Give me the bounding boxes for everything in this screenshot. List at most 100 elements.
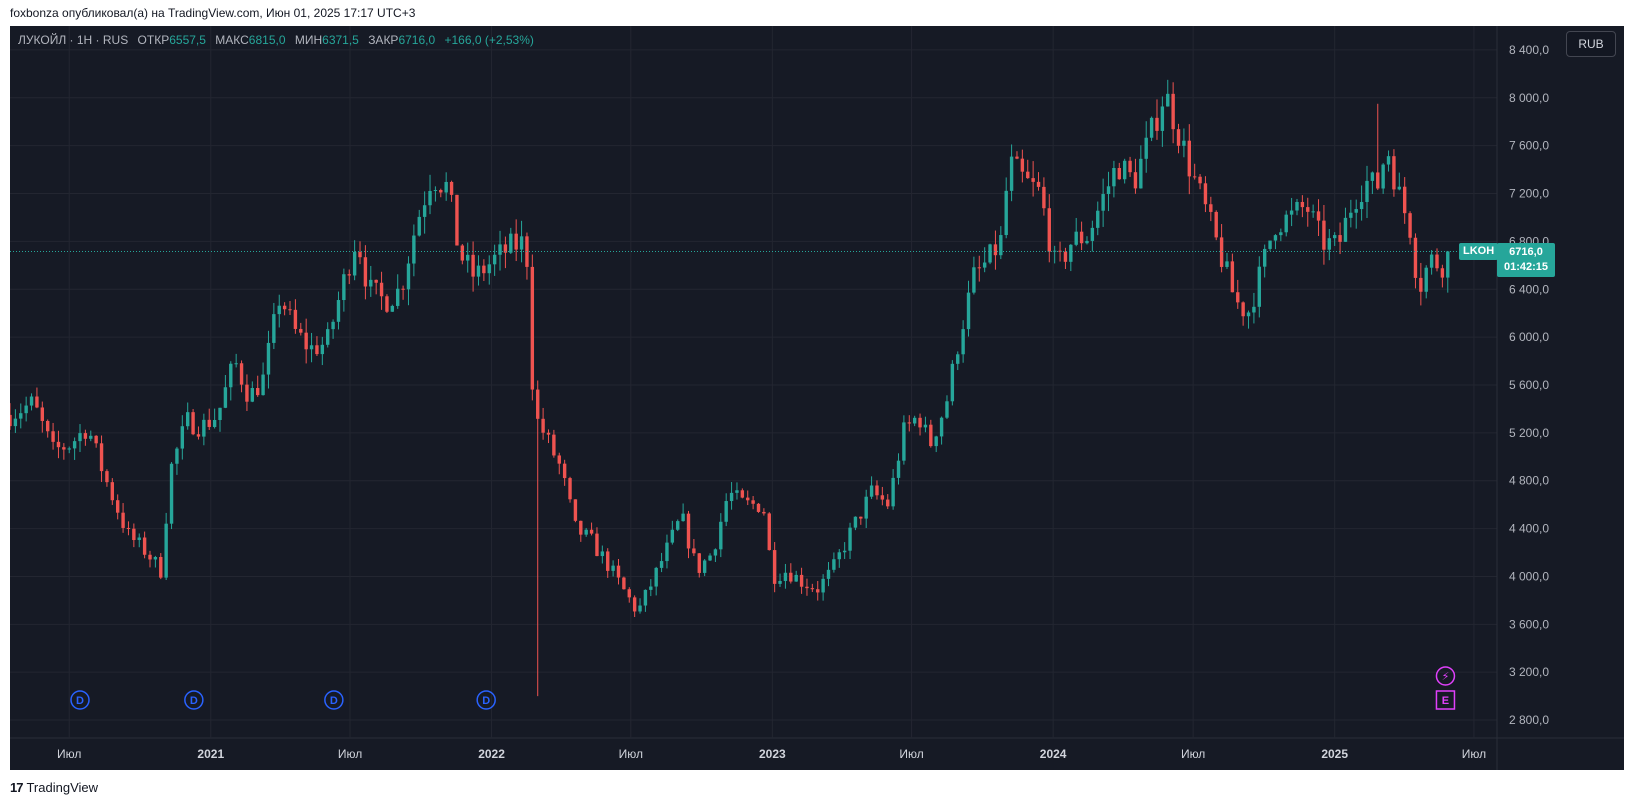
y-tick-label: 6 400,0 bbox=[1509, 282, 1549, 296]
candle-body-down bbox=[293, 309, 298, 329]
legend-close-label: ЗАКР bbox=[368, 33, 399, 47]
candle-body-down bbox=[62, 447, 66, 450]
candle-body-down bbox=[772, 550, 777, 584]
candle-body-down bbox=[1187, 140, 1191, 177]
candle-body-up bbox=[223, 387, 228, 408]
dividend-marker-label: D bbox=[482, 695, 490, 707]
symbol-price-tag: LKOH bbox=[1459, 243, 1499, 261]
candle-body-down bbox=[562, 463, 567, 479]
candle-body-down bbox=[697, 553, 701, 573]
candle-body-up bbox=[939, 417, 944, 437]
candle-body-down bbox=[105, 471, 109, 483]
candle-body-down bbox=[449, 181, 454, 195]
candle-body-down bbox=[45, 420, 50, 432]
candle-body-up bbox=[676, 521, 680, 530]
candle-body-up bbox=[783, 572, 788, 581]
candle-body-up bbox=[1096, 210, 1100, 228]
candle-body-down bbox=[1219, 237, 1224, 267]
candle-body-down bbox=[1015, 156, 1019, 159]
candle-body-down bbox=[767, 513, 771, 551]
candle-body-down bbox=[859, 516, 863, 519]
candle-body-up bbox=[1139, 158, 1143, 189]
candle-body-down bbox=[1020, 158, 1025, 172]
candle-body-up bbox=[702, 560, 707, 573]
candle-body-up bbox=[1289, 210, 1294, 215]
candle-body-up bbox=[912, 417, 917, 424]
candle-body-down bbox=[993, 244, 998, 256]
footer-brand-text: TradingView bbox=[26, 780, 99, 795]
candle-body-up bbox=[1257, 266, 1261, 307]
candle-body-up bbox=[794, 574, 798, 582]
candle-body-up bbox=[89, 435, 93, 439]
candle-body-up bbox=[444, 181, 448, 193]
candle-body-up bbox=[19, 413, 23, 419]
dividend-marker-icon bbox=[70, 690, 90, 710]
candle-body-up bbox=[1090, 227, 1095, 241]
candle-body-down bbox=[880, 495, 885, 500]
candle-body-down bbox=[503, 244, 508, 253]
footer-brand[interactable]: 17 TradingView bbox=[10, 780, 98, 795]
tradingview-logo-icon: 17 bbox=[10, 780, 24, 795]
candle-body-up bbox=[153, 556, 158, 560]
candle-body-down bbox=[557, 455, 561, 464]
published-caption: foxbonza опубликовал(а) на TradingView.c… bbox=[10, 6, 416, 20]
currency-button[interactable]: RUB bbox=[1566, 31, 1616, 57]
candle-body-down bbox=[439, 190, 443, 193]
candle-body-down bbox=[746, 497, 750, 501]
candle-body-down bbox=[1117, 167, 1121, 180]
legend-close-value: 6716,0 bbox=[398, 33, 436, 47]
candle-body-up bbox=[1160, 106, 1165, 131]
candle-body-up bbox=[659, 561, 664, 568]
x-tick-label: Июл bbox=[1462, 747, 1486, 761]
candle-body-up bbox=[735, 490, 739, 493]
split-marker-label: ⚡ bbox=[1442, 670, 1450, 683]
candle-body-up bbox=[422, 205, 427, 217]
legend-high-value: 6815,0 bbox=[248, 33, 286, 47]
candle-body-down bbox=[142, 537, 147, 555]
candle-body-down bbox=[875, 485, 879, 496]
candle-body-down bbox=[756, 503, 761, 512]
candle-body-up bbox=[72, 441, 77, 449]
candle-body-up bbox=[869, 485, 874, 497]
candle-body-down bbox=[482, 265, 486, 274]
candle-body-up bbox=[234, 363, 238, 365]
candle-body-up bbox=[24, 405, 28, 414]
candle-body-up bbox=[175, 448, 179, 464]
candle-body-down bbox=[740, 490, 745, 498]
candle-body-up bbox=[250, 388, 255, 402]
candle-body-down bbox=[751, 500, 755, 504]
earnings-marker-icon bbox=[1435, 690, 1456, 710]
candle-body-up bbox=[649, 586, 653, 590]
chart-pane[interactable]: 2 800,0 3 200,0 3 600,0 4 000,0 4 400,0 4 800… bbox=[10, 26, 1624, 770]
candle-body-down bbox=[1209, 204, 1213, 212]
candle-body-down bbox=[401, 288, 405, 290]
candle-body-up bbox=[1122, 160, 1127, 180]
x-tick-label: 2025 bbox=[1321, 747, 1348, 761]
candle-body-up bbox=[826, 569, 831, 579]
candle-body-down bbox=[256, 388, 260, 396]
candle-body-down bbox=[805, 586, 809, 589]
ohlc-legend: ЛУКОЙЛ · 1Н · RUS ОТКР6557,5 МАКС6815,0 … bbox=[18, 33, 534, 47]
candle-body-down bbox=[632, 597, 637, 612]
candle-body-up bbox=[390, 305, 395, 312]
candle-body-down bbox=[471, 254, 475, 277]
y-tick-label: 8 400,0 bbox=[1509, 43, 1549, 57]
candle-body-down bbox=[589, 529, 594, 534]
candlestick-chart[interactable]: 2 800,0 3 200,0 3 600,0 4 000,0 4 400,0 4 800… bbox=[10, 26, 1624, 770]
candle-body-up bbox=[261, 374, 265, 396]
candle-body-up bbox=[164, 523, 168, 578]
candle-body-up bbox=[1074, 231, 1078, 245]
candle-body-up bbox=[1273, 235, 1278, 241]
candle-body-up bbox=[466, 254, 470, 261]
x-tick-label: 2023 bbox=[759, 747, 786, 761]
candle-body-up bbox=[186, 412, 190, 427]
candle-body-up bbox=[778, 580, 782, 584]
candle-body-down bbox=[595, 533, 599, 557]
candle-body-up bbox=[67, 448, 71, 450]
candle-body-up bbox=[1354, 209, 1358, 213]
candle-body-down bbox=[1063, 251, 1068, 262]
candle-body-up bbox=[336, 300, 341, 322]
y-tick-label: 3 200,0 bbox=[1509, 665, 1549, 679]
candle-body-down bbox=[1042, 186, 1046, 209]
candle-body-up bbox=[78, 433, 82, 442]
